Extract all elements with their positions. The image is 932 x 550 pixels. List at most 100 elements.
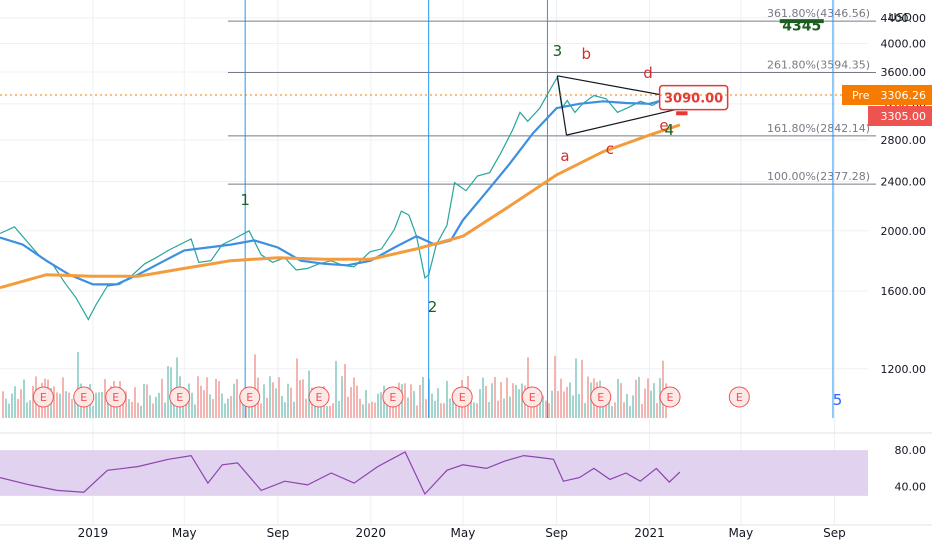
- volume-bar: [404, 383, 406, 418]
- volume-bar: [266, 397, 268, 418]
- volume-bar: [434, 400, 436, 418]
- volume-bar: [71, 398, 73, 418]
- volume-bar: [377, 393, 379, 418]
- triangle-lower: [566, 108, 679, 136]
- volume-bar: [236, 378, 238, 418]
- volume-bar: [488, 402, 490, 418]
- wave-label: 1: [240, 191, 250, 209]
- volume-bar: [497, 400, 499, 418]
- volume-bar: [611, 405, 613, 418]
- volume-bar: [305, 398, 307, 418]
- last-price-value: 3306.26: [881, 89, 927, 102]
- price-tick-label: 3600.00: [881, 66, 927, 79]
- fibonacci-levels: 100.00%(2377.28) 161.80%(2842.14) 261.80%(…: [228, 7, 876, 185]
- volume-bar: [416, 405, 418, 418]
- volume-bar: [518, 389, 520, 418]
- volume-bar: [380, 392, 382, 418]
- volume-bar: [629, 405, 631, 418]
- volume-bar: [554, 355, 556, 418]
- earnings-label: E: [529, 391, 536, 404]
- volume-bar: [101, 391, 103, 418]
- volume-bar: [545, 400, 547, 418]
- volume-bar: [512, 383, 514, 418]
- volume-bar: [371, 401, 373, 418]
- volume-bar: [449, 398, 451, 418]
- time-tick-label: Sep: [267, 526, 290, 540]
- earnings-label: E: [80, 391, 87, 404]
- volume-bar: [98, 392, 100, 418]
- volume-bar: [476, 403, 478, 418]
- volume-bar: [53, 386, 55, 418]
- volume-bar: [632, 395, 634, 418]
- volume-bar: [218, 381, 220, 418]
- time-tick-label: 2021: [634, 526, 665, 540]
- volume-bar: [161, 378, 163, 418]
- volume-bar: [272, 382, 274, 418]
- volume-bar: [563, 391, 565, 418]
- time-tick-label: Sep: [545, 526, 568, 540]
- time-tick-label: May: [451, 526, 476, 540]
- volume-bar: [608, 401, 610, 418]
- triangle-upper: [557, 75, 679, 99]
- volume-bar: [431, 393, 433, 418]
- chart-gridlines: [0, 0, 868, 525]
- price-tags: Pre 3306.26 3305.00: [0, 85, 932, 127]
- volume-bar: [302, 379, 304, 418]
- price-line: [0, 75, 681, 321]
- volume-bar: [14, 386, 16, 418]
- volume-bar: [260, 403, 262, 418]
- volume-bar: [443, 403, 445, 418]
- volume-bar: [239, 399, 241, 418]
- rsi-band: [0, 450, 868, 496]
- volume-bar: [422, 377, 424, 418]
- earnings-label: E: [597, 391, 604, 404]
- rsi-tick-label: 80.00: [895, 444, 927, 457]
- volume-bar: [77, 351, 79, 418]
- volume-bar: [506, 377, 508, 418]
- volume-bar: [83, 405, 85, 418]
- volume-bar: [455, 394, 457, 418]
- volume-bar: [158, 392, 160, 418]
- volume-bar: [578, 394, 580, 418]
- earnings-marker: [521, 386, 543, 408]
- volume-bar: [515, 384, 517, 418]
- volume-bar: [644, 388, 646, 418]
- volume-bar: [533, 401, 535, 418]
- wave-labels: 1 2 3 4 5 a b c d e: [240, 42, 842, 409]
- volume-bar: [149, 395, 151, 418]
- volume-bar: [551, 390, 553, 418]
- wave-label: 2: [428, 298, 438, 316]
- last-price-tag-label: Pre: [852, 89, 870, 102]
- time-axis[interactable]: 2019 May Sep 2020 May Sep 2021 May Sep: [78, 526, 846, 540]
- volume-bar: [536, 398, 538, 418]
- volume-bar: [290, 387, 292, 418]
- volume-bar: [566, 386, 568, 418]
- volume-bar: [647, 378, 649, 418]
- earnings-marker: [73, 386, 95, 408]
- rsi-line: [0, 451, 681, 496]
- earnings-marker: [728, 386, 750, 408]
- volume-bar: [353, 377, 355, 418]
- volume-bar: [191, 392, 193, 418]
- volume-bar: [581, 359, 583, 418]
- volume-bar: [437, 388, 439, 418]
- volume-bar: [491, 383, 493, 418]
- price-tick-label: 2400.00: [881, 176, 927, 189]
- volume-bar: [62, 377, 64, 418]
- volume-bar: [440, 403, 442, 418]
- volume-bar: [227, 398, 229, 418]
- wave-label: 5: [833, 391, 843, 409]
- volume-bar: [458, 401, 460, 418]
- earnings-label: E: [736, 391, 743, 404]
- earnings-marker: [590, 386, 612, 408]
- volume-bar: [212, 399, 214, 418]
- fib-level-label: 100.00%(2377.28): [767, 170, 870, 183]
- prev-close-value: 3305.00: [881, 110, 927, 123]
- volume-bar: [11, 393, 13, 418]
- price-axis[interactable]: 1200.001600.002000.002400.002800.003200.…: [881, 11, 927, 494]
- volume-bar: [557, 390, 559, 418]
- annotations: 3090.00 4345: [658, 18, 824, 116]
- volume-bar: [350, 387, 352, 418]
- earnings-label: E: [246, 391, 253, 404]
